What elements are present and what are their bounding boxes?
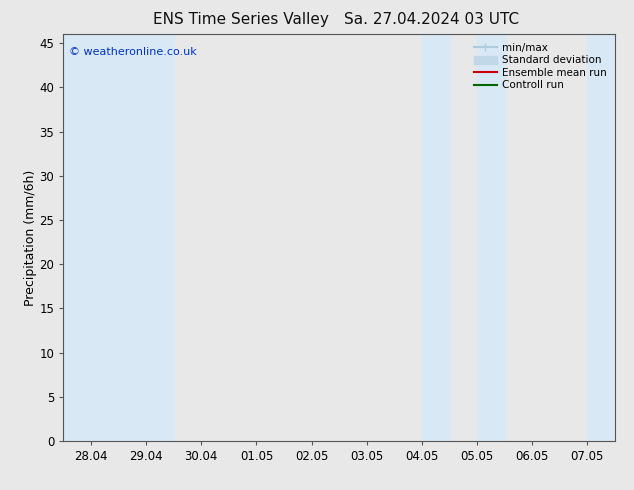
Bar xyxy=(588,34,615,441)
Text: ENS Time Series Valley: ENS Time Series Valley xyxy=(153,12,329,27)
Y-axis label: Precipitation (mm/6h): Precipitation (mm/6h) xyxy=(23,170,37,306)
Text: © weatheronline.co.uk: © weatheronline.co.uk xyxy=(69,47,197,56)
Text: Sa. 27.04.2024 03 UTC: Sa. 27.04.2024 03 UTC xyxy=(344,12,519,27)
Bar xyxy=(422,34,450,441)
Bar xyxy=(63,34,119,441)
Bar xyxy=(477,34,505,441)
Legend: min/max, Standard deviation, Ensemble mean run, Controll run: min/max, Standard deviation, Ensemble me… xyxy=(470,40,610,94)
Bar xyxy=(119,34,174,441)
